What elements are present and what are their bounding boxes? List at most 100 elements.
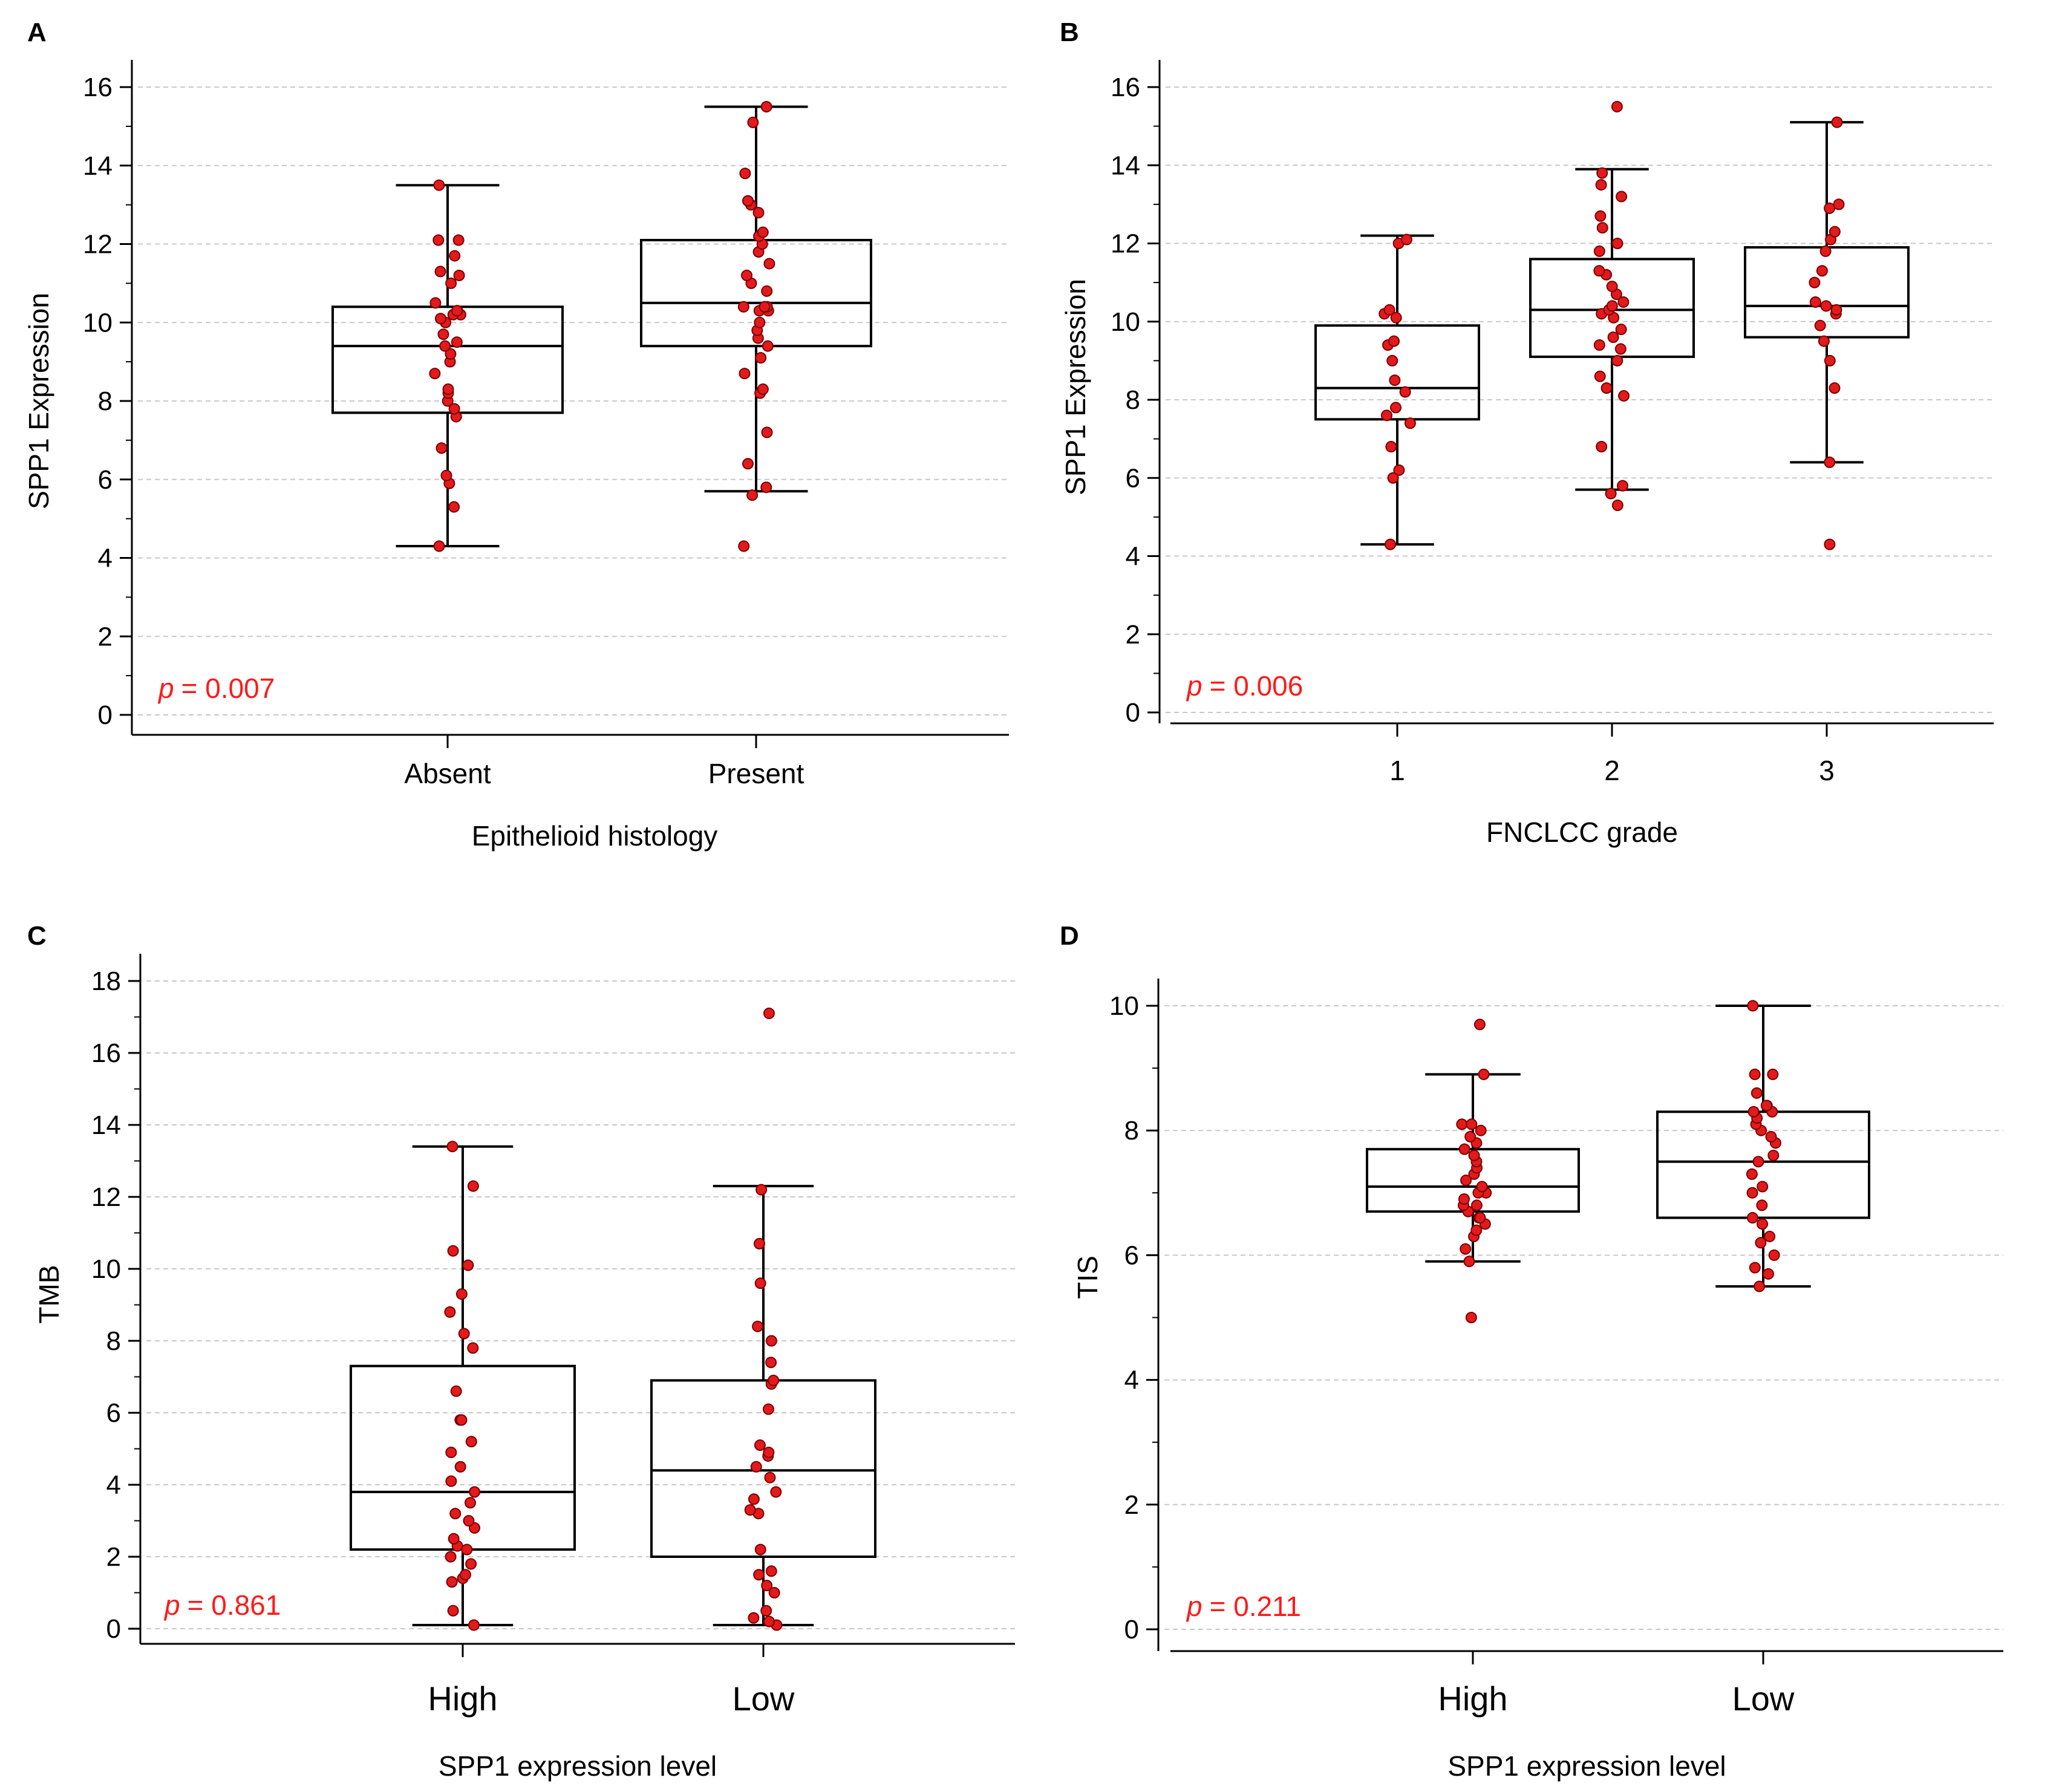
data-point (1399, 386, 1411, 398)
data-point (747, 116, 759, 128)
data-point (737, 301, 749, 313)
data-point (448, 403, 460, 415)
y-axis-label: TMB (33, 1265, 65, 1323)
data-point (761, 426, 773, 438)
data-point (1756, 1199, 1768, 1211)
data-point (463, 1515, 475, 1526)
data-point (742, 195, 754, 207)
data-point (763, 1008, 775, 1020)
y-tick-label: 16 (1111, 73, 1140, 102)
data-point (754, 1439, 766, 1452)
data-point (1593, 245, 1605, 257)
data-point (1463, 1256, 1475, 1268)
y-tick-label: 14 (91, 1110, 121, 1140)
data-point (1820, 300, 1832, 312)
x-tick-label: High (1438, 1680, 1507, 1718)
data-point (738, 540, 750, 552)
data-point (433, 540, 445, 552)
data-point (445, 348, 457, 360)
data-point (1611, 354, 1623, 367)
data-point (1595, 179, 1607, 191)
data-point (764, 1471, 776, 1484)
iqr-box (350, 1364, 576, 1551)
data-point (1404, 417, 1416, 429)
data-point (754, 316, 766, 328)
x-tick-label: High (428, 1680, 497, 1718)
p-value-symbol: p (1186, 1591, 1202, 1622)
data-point (1476, 1181, 1488, 1193)
data-point (434, 313, 446, 325)
data-point (465, 1558, 477, 1570)
data-point (755, 352, 767, 364)
data-point (760, 100, 772, 112)
data-point (1393, 464, 1405, 476)
data-point (768, 1587, 780, 1598)
y-axis-label: SPP1 Expression (23, 293, 54, 509)
data-point (1385, 441, 1397, 453)
data-point (763, 1615, 775, 1627)
data-point (452, 234, 465, 246)
data-point (1747, 1000, 1759, 1012)
y-tick-label: 0 (1126, 698, 1140, 728)
data-point (445, 1446, 457, 1458)
data-point (1751, 1087, 1763, 1099)
y-tick-label: 10 (1111, 307, 1140, 337)
data-point (765, 1357, 777, 1369)
data-point (1829, 382, 1841, 394)
data-point (437, 328, 449, 340)
data-point (752, 207, 765, 219)
data-point (1818, 335, 1830, 347)
data-point (455, 1288, 468, 1300)
p-value-symbol: p (163, 1589, 180, 1621)
data-point (757, 226, 769, 238)
data-point (1764, 1230, 1776, 1242)
data-point (1607, 331, 1619, 344)
p-value-text: = 0.861 (188, 1589, 281, 1621)
data-point (765, 1565, 777, 1577)
data-point (750, 1461, 762, 1473)
data-point (1611, 238, 1623, 249)
data-point (462, 1259, 474, 1271)
data-point (1389, 374, 1401, 386)
data-point (1400, 233, 1412, 246)
data-point (1460, 1175, 1472, 1187)
data-point (1474, 1212, 1486, 1224)
data-point (1768, 1249, 1780, 1261)
data-point (746, 489, 759, 501)
data-point (1465, 1312, 1477, 1323)
data-point (449, 1508, 462, 1520)
data-point (448, 1533, 460, 1545)
data-point (1605, 487, 1617, 500)
data-point (1752, 1156, 1764, 1168)
data-point (445, 277, 457, 289)
data-point (1593, 339, 1605, 351)
data-point (761, 1580, 773, 1592)
data-point (467, 1342, 479, 1354)
iqr-box (650, 1379, 876, 1558)
data-point (1606, 300, 1618, 312)
data-point (1824, 538, 1836, 550)
data-point (1749, 1262, 1761, 1274)
data-point (1596, 167, 1608, 179)
data-point (752, 1320, 764, 1332)
y-tick-label: 16 (83, 73, 113, 102)
data-point (1611, 499, 1623, 511)
iqr-box (1744, 246, 1910, 339)
data-point (1458, 1193, 1470, 1205)
x-axis-label: FNCLCC grade (1486, 816, 1678, 848)
data-point (763, 258, 775, 270)
y-tick-label: 6 (1124, 1240, 1139, 1270)
x-tick-label: 1 (1389, 755, 1405, 786)
data-point (448, 501, 460, 513)
y-tick-label: 4 (1126, 542, 1140, 572)
y-tick-label: 12 (83, 230, 113, 259)
y-tick-label: 10 (91, 1254, 121, 1284)
data-point (1830, 304, 1842, 316)
iqr-box (331, 305, 564, 414)
data-point (469, 1486, 481, 1498)
p-value-annotation: p = 0.861 (163, 1589, 281, 1621)
data-point (1617, 480, 1629, 492)
x-axis-label: SPP1 expression level (439, 1750, 717, 1782)
data-point (1601, 382, 1613, 394)
